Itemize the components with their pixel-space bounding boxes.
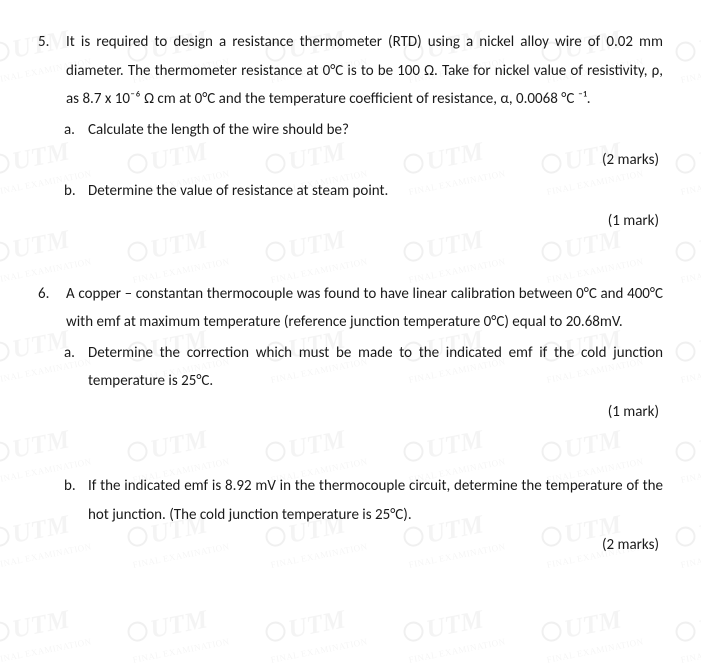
q6-part-b: b. If the indicated emf is 8.92 mV in th… bbox=[64, 472, 663, 529]
question-stem: It is required to design a resistance th… bbox=[66, 28, 663, 114]
subpart-label: b. bbox=[64, 177, 88, 206]
subpart-label: b. bbox=[64, 472, 88, 529]
watermark: UTMFINAL EXAMINATION bbox=[671, 496, 701, 574]
subpart-text: Determine the value of resistance at ste… bbox=[88, 177, 663, 206]
question-5-subparts: a. Calculate the length of the wire shou… bbox=[38, 116, 663, 236]
subpart-label: a. bbox=[64, 116, 88, 145]
question-number: 6. bbox=[38, 280, 66, 337]
watermark: UTMFINAL EXAMINATION bbox=[671, 211, 701, 289]
marks-label: (1 mark) bbox=[64, 398, 663, 427]
q5-part-b: b. Determine the value of resistance at … bbox=[64, 177, 663, 206]
question-6: 6. A copper – constantan thermocouple wa… bbox=[38, 280, 663, 337]
watermark: UTMFINAL EXAMINATION bbox=[671, 11, 701, 89]
subpart-text: If the indicated emf is 8.92 mV in the t… bbox=[88, 472, 663, 529]
q5-part-a: a. Calculate the length of the wire shou… bbox=[64, 116, 663, 145]
marks-label: (2 marks) bbox=[64, 146, 663, 175]
watermark: UTMFINAL EXAMINATION bbox=[671, 411, 701, 489]
question-6-subparts: a. Determine the correction which must b… bbox=[38, 339, 663, 560]
page-content: 5. It is required to design a resistance… bbox=[38, 28, 663, 614]
question-stem: A copper – constantan thermocouple was f… bbox=[66, 280, 663, 337]
subpart-label: a. bbox=[64, 339, 88, 396]
marks-label: (2 marks) bbox=[64, 531, 663, 560]
watermark: UTMFINAL EXAMINATION bbox=[671, 591, 701, 669]
question-number: 5. bbox=[38, 28, 66, 114]
q6-part-a: a. Determine the correction which must b… bbox=[64, 339, 663, 396]
marks-label: (1 mark) bbox=[64, 207, 663, 236]
watermark: UTMFINAL EXAMINATION bbox=[671, 123, 701, 201]
subpart-text: Calculate the length of the wire should … bbox=[88, 116, 663, 145]
question-5: 5. It is required to design a resistance… bbox=[38, 28, 663, 114]
watermark: UTMFINAL EXAMINATION bbox=[671, 311, 701, 389]
subpart-text: Determine the correction which must be m… bbox=[88, 339, 663, 396]
